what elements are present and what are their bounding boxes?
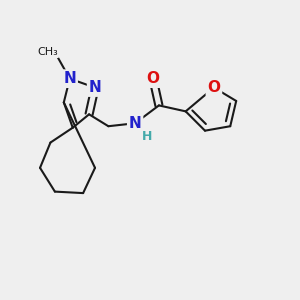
Text: N: N [63, 71, 76, 86]
Text: H: H [142, 130, 152, 143]
Text: N: N [88, 80, 101, 95]
Text: N: N [129, 116, 142, 131]
Text: O: O [146, 71, 160, 86]
Text: CH₃: CH₃ [37, 47, 58, 57]
Text: O: O [207, 80, 220, 95]
